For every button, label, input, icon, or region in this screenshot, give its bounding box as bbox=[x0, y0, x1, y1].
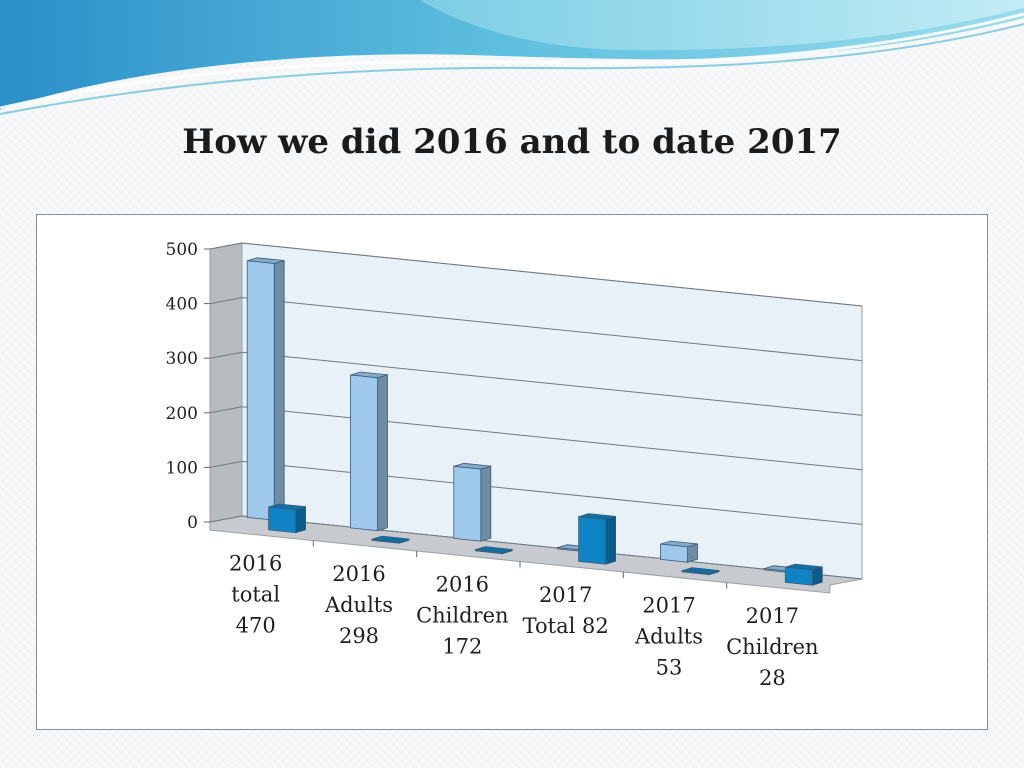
y-tick-label: 200 bbox=[166, 404, 198, 424]
bar-a-0-side bbox=[273, 259, 285, 521]
x-category-label-line: 172 bbox=[442, 635, 482, 659]
bar-b-3-side bbox=[605, 515, 616, 565]
x-category-label-line: 2016 bbox=[332, 562, 385, 586]
gridline bbox=[241, 351, 863, 416]
bar-b-3-front bbox=[578, 516, 606, 565]
x-category-label-line: Adults bbox=[324, 593, 393, 617]
x-category-label-line: 2016 bbox=[229, 552, 282, 576]
x-category-label-line: Children bbox=[416, 604, 508, 628]
y-tick-label: 300 bbox=[166, 349, 198, 369]
y-tick-label: 0 bbox=[187, 513, 198, 533]
bar-chart: 0 100 200 300 400 500 2016 total 470 2016 Adults 29… bbox=[166, 240, 863, 690]
side-wall bbox=[209, 242, 243, 523]
x-category-label-line: 470 bbox=[236, 614, 276, 638]
bar-b-2-front bbox=[474, 549, 503, 555]
x-category-label-line: 2016 bbox=[436, 573, 489, 597]
slide-title: How we did 2016 and to date 2017 bbox=[182, 122, 842, 162]
x-category-label-line: Children bbox=[726, 635, 818, 659]
gridline-side bbox=[209, 406, 243, 414]
gridline bbox=[241, 406, 863, 471]
x-category-label-2: 2016 Children 172 bbox=[416, 573, 508, 659]
gridline bbox=[241, 515, 863, 580]
x-category-label-4: 2017 Adults 53 bbox=[634, 594, 703, 680]
x-category-label-0: 2016 total 470 bbox=[229, 552, 282, 638]
gridline bbox=[241, 297, 863, 362]
x-category-label-line: 28 bbox=[759, 666, 786, 690]
header-wave-decoration bbox=[0, 0, 1024, 115]
gridline-side bbox=[209, 351, 243, 359]
bar-b-5-front bbox=[784, 566, 813, 586]
gridline bbox=[241, 242, 863, 307]
bar-a-4-front bbox=[660, 543, 688, 563]
x-category-label-line: 298 bbox=[339, 624, 379, 648]
gridline-side bbox=[209, 242, 243, 250]
bar-b-0-side bbox=[295, 506, 307, 534]
bar-a-0-front bbox=[246, 260, 275, 521]
bar-a-1-side bbox=[377, 374, 388, 532]
x-category-label-line: 2017 bbox=[539, 583, 592, 607]
x-category-label-1: 2016 Adults 298 bbox=[324, 562, 393, 648]
bar-b-0-front bbox=[268, 506, 297, 534]
gridline-side bbox=[209, 515, 243, 523]
x-category-label-3: 2017 Total 82 bbox=[523, 583, 609, 638]
y-tick-label: 400 bbox=[166, 295, 198, 315]
x-category-label-line: total bbox=[231, 583, 280, 607]
bar-a-1-front bbox=[350, 374, 378, 532]
bar-b-4-front bbox=[681, 570, 710, 576]
bar-a-2-front bbox=[453, 465, 482, 542]
bar-a-2-side bbox=[480, 465, 492, 542]
y-tick-label: 500 bbox=[166, 240, 198, 260]
x-category-label-5: 2017 Children 28 bbox=[726, 604, 818, 690]
x-category-label-line: 2017 bbox=[746, 604, 799, 628]
x-category-label-line: 53 bbox=[656, 656, 683, 680]
y-tick-label: 100 bbox=[166, 458, 198, 478]
bar-b-1-front bbox=[371, 538, 400, 544]
x-category-label-line: Adults bbox=[634, 625, 703, 649]
gridline bbox=[241, 460, 863, 525]
gridline-side bbox=[209, 460, 243, 468]
gridline-side bbox=[209, 297, 243, 305]
x-category-label-line: Total 82 bbox=[523, 614, 609, 638]
x-category-label-line: 2017 bbox=[642, 594, 695, 618]
